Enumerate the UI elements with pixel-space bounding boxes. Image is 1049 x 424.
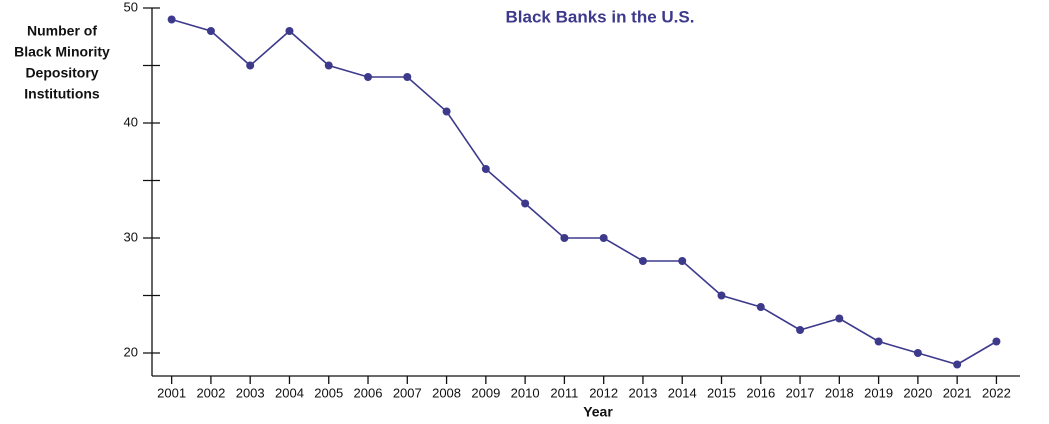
y-tick-label: 30 [124, 229, 138, 244]
point [599, 234, 608, 242]
y-tick-label: 50 [124, 0, 138, 14]
point [246, 61, 255, 70]
point [442, 107, 451, 116]
x-tick-label: 2015 [707, 385, 736, 400]
x-tick-label: 2006 [354, 385, 383, 400]
x-tick-label: 2016 [746, 385, 775, 400]
x-tick-label: 2022 [982, 385, 1011, 400]
y-axis-label: Institutions [24, 86, 100, 102]
point [403, 73, 412, 81]
y-tick-label: 40 [124, 114, 138, 129]
x-tick-label: 2019 [864, 385, 893, 400]
point [206, 27, 215, 35]
x-tick-label: 2002 [196, 385, 225, 400]
x-tick-label: 2020 [903, 385, 932, 400]
point [678, 257, 687, 265]
point [717, 291, 726, 300]
point [324, 61, 333, 70]
point [953, 360, 962, 369]
point [560, 234, 569, 242]
x-tick-label: 2007 [393, 385, 422, 400]
y-tick-label: 20 [124, 344, 138, 359]
point [481, 165, 490, 173]
x-tick-label: 2004 [275, 385, 304, 400]
x-tick-label: 2014 [668, 385, 697, 400]
point [521, 199, 530, 208]
point [874, 337, 883, 346]
y-axis-label: Number of [27, 23, 97, 39]
x-tick-label: 2021 [943, 385, 972, 400]
point [364, 73, 373, 81]
y-axis-label: Depository [25, 65, 98, 81]
x-tick-label: 2009 [471, 385, 500, 400]
point [167, 15, 176, 24]
point [992, 337, 1001, 346]
x-tick-label: 2001 [157, 385, 186, 400]
point [796, 326, 805, 334]
x-tick-label: 2011 [550, 385, 578, 400]
point [835, 314, 844, 323]
point [285, 27, 294, 35]
x-axis-label: Year [583, 404, 613, 420]
x-tick-label: 2003 [236, 385, 265, 400]
x-tick-label: 2013 [628, 385, 657, 400]
x-tick-label: 2008 [432, 385, 461, 400]
x-tick-label: 2005 [314, 385, 343, 400]
line [171, 18, 997, 366]
chart-title: Black Banks in the U.S. [506, 7, 695, 26]
point [913, 349, 922, 357]
x-tick-label: 2017 [786, 385, 815, 400]
y-axis-label: Black Minority [14, 44, 110, 60]
point [756, 303, 765, 311]
x-tick-label: 2010 [511, 385, 540, 400]
point [638, 257, 647, 265]
x-tick-label: 2012 [589, 385, 618, 400]
x-tick-label: 2018 [825, 385, 854, 400]
